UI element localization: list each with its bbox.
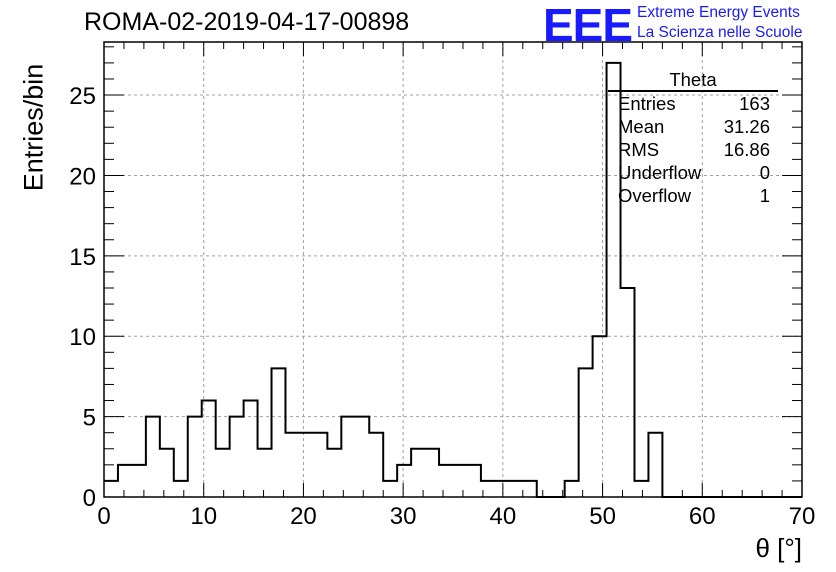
y-tick-label: 5 (83, 405, 96, 432)
histogram-outline (104, 61, 802, 498)
stats-label: Entries (618, 93, 676, 114)
run-title: ROMA-02-2019-04-17-00898 (84, 8, 410, 36)
y-axis-label-text: Entries/bin (18, 63, 49, 192)
stats-value: 31.26 (723, 116, 770, 137)
x-tick-label: 20 (290, 503, 317, 530)
y-tick-label: 10 (69, 324, 96, 351)
x-tick-label: 50 (589, 503, 616, 530)
stats-box: Theta Entries 163 Mean 31.26 RMS 16.86 Unde… (608, 70, 778, 207)
x-tick-label: 40 (490, 503, 517, 530)
stats-value: 16.86 (723, 139, 770, 160)
eee-logo: EEE (543, 0, 633, 51)
x-tick-label: 60 (689, 503, 716, 530)
y-tick-label: 25 (69, 83, 96, 110)
stats-row-overflow: Overflow 1 (608, 184, 778, 207)
y-tick-label: 15 (69, 244, 96, 271)
logo-caption: Extreme Energy Events La Scienza nelle S… (637, 3, 802, 43)
stats-row-rms: RMS 16.86 (608, 138, 778, 161)
logo-line-1: Extreme Energy Events (637, 4, 800, 21)
x-axis-label: θ [°] (755, 533, 802, 563)
stats-label: RMS (618, 139, 660, 160)
stats-value: 163 (739, 93, 770, 114)
y-tick-label: 20 (69, 163, 96, 190)
stats-row-underflow: Underflow 0 (608, 161, 778, 184)
stats-label: Overflow (618, 185, 691, 206)
stats-value: 0 (759, 162, 770, 183)
stats-value: 1 (759, 185, 770, 206)
stats-row-entries: Entries 163 (608, 92, 778, 115)
plot-frame (103, 41, 803, 498)
stats-label: Underflow (618, 162, 702, 183)
y-tick-label: 0 (83, 485, 96, 512)
x-tick-label: 0 (97, 503, 110, 530)
logo-line-2: La Scienza nelle Scuole (637, 24, 803, 41)
x-tick-label: 30 (390, 503, 417, 530)
x-tick-label: 10 (190, 503, 217, 530)
stats-divider (608, 90, 778, 92)
x-tick-label: 70 (789, 503, 816, 530)
stats-row-mean: Mean 31.26 (608, 115, 778, 138)
stats-title: Theta (669, 69, 717, 90)
stats-label: Mean (618, 116, 665, 137)
